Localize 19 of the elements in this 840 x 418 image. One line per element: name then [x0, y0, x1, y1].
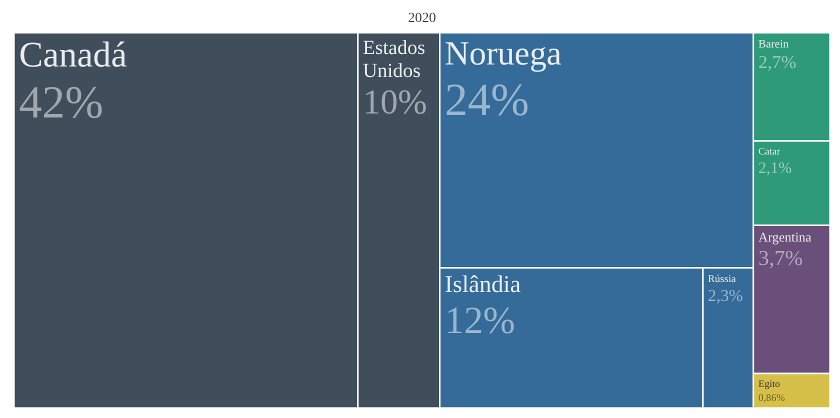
category-label: Canadá	[19, 34, 127, 74]
data-label: 12%	[444, 300, 516, 342]
data-label: 24%	[444, 74, 530, 125]
data-label: 10%	[362, 82, 428, 122]
category-label: Noruega	[444, 36, 562, 73]
data-label: 2,3%	[708, 286, 743, 305]
category-label: Catar	[758, 146, 781, 158]
text: 2020	[408, 11, 436, 26]
data-label: 2,1%	[758, 160, 792, 177]
category-label: Islândia	[444, 272, 522, 298]
data-label: 2,7%	[758, 52, 796, 72]
category-label: Barein	[758, 38, 789, 50]
category-label: Argentina	[758, 229, 812, 244]
data-label: 42%	[19, 76, 104, 128]
category-label: Rússia	[708, 274, 736, 285]
category-label: Estados Unidos	[362, 37, 426, 82]
data-label: 3,7%	[758, 246, 803, 270]
data-label: 0,86%	[758, 392, 786, 404]
category-label: Egito	[758, 379, 780, 390]
